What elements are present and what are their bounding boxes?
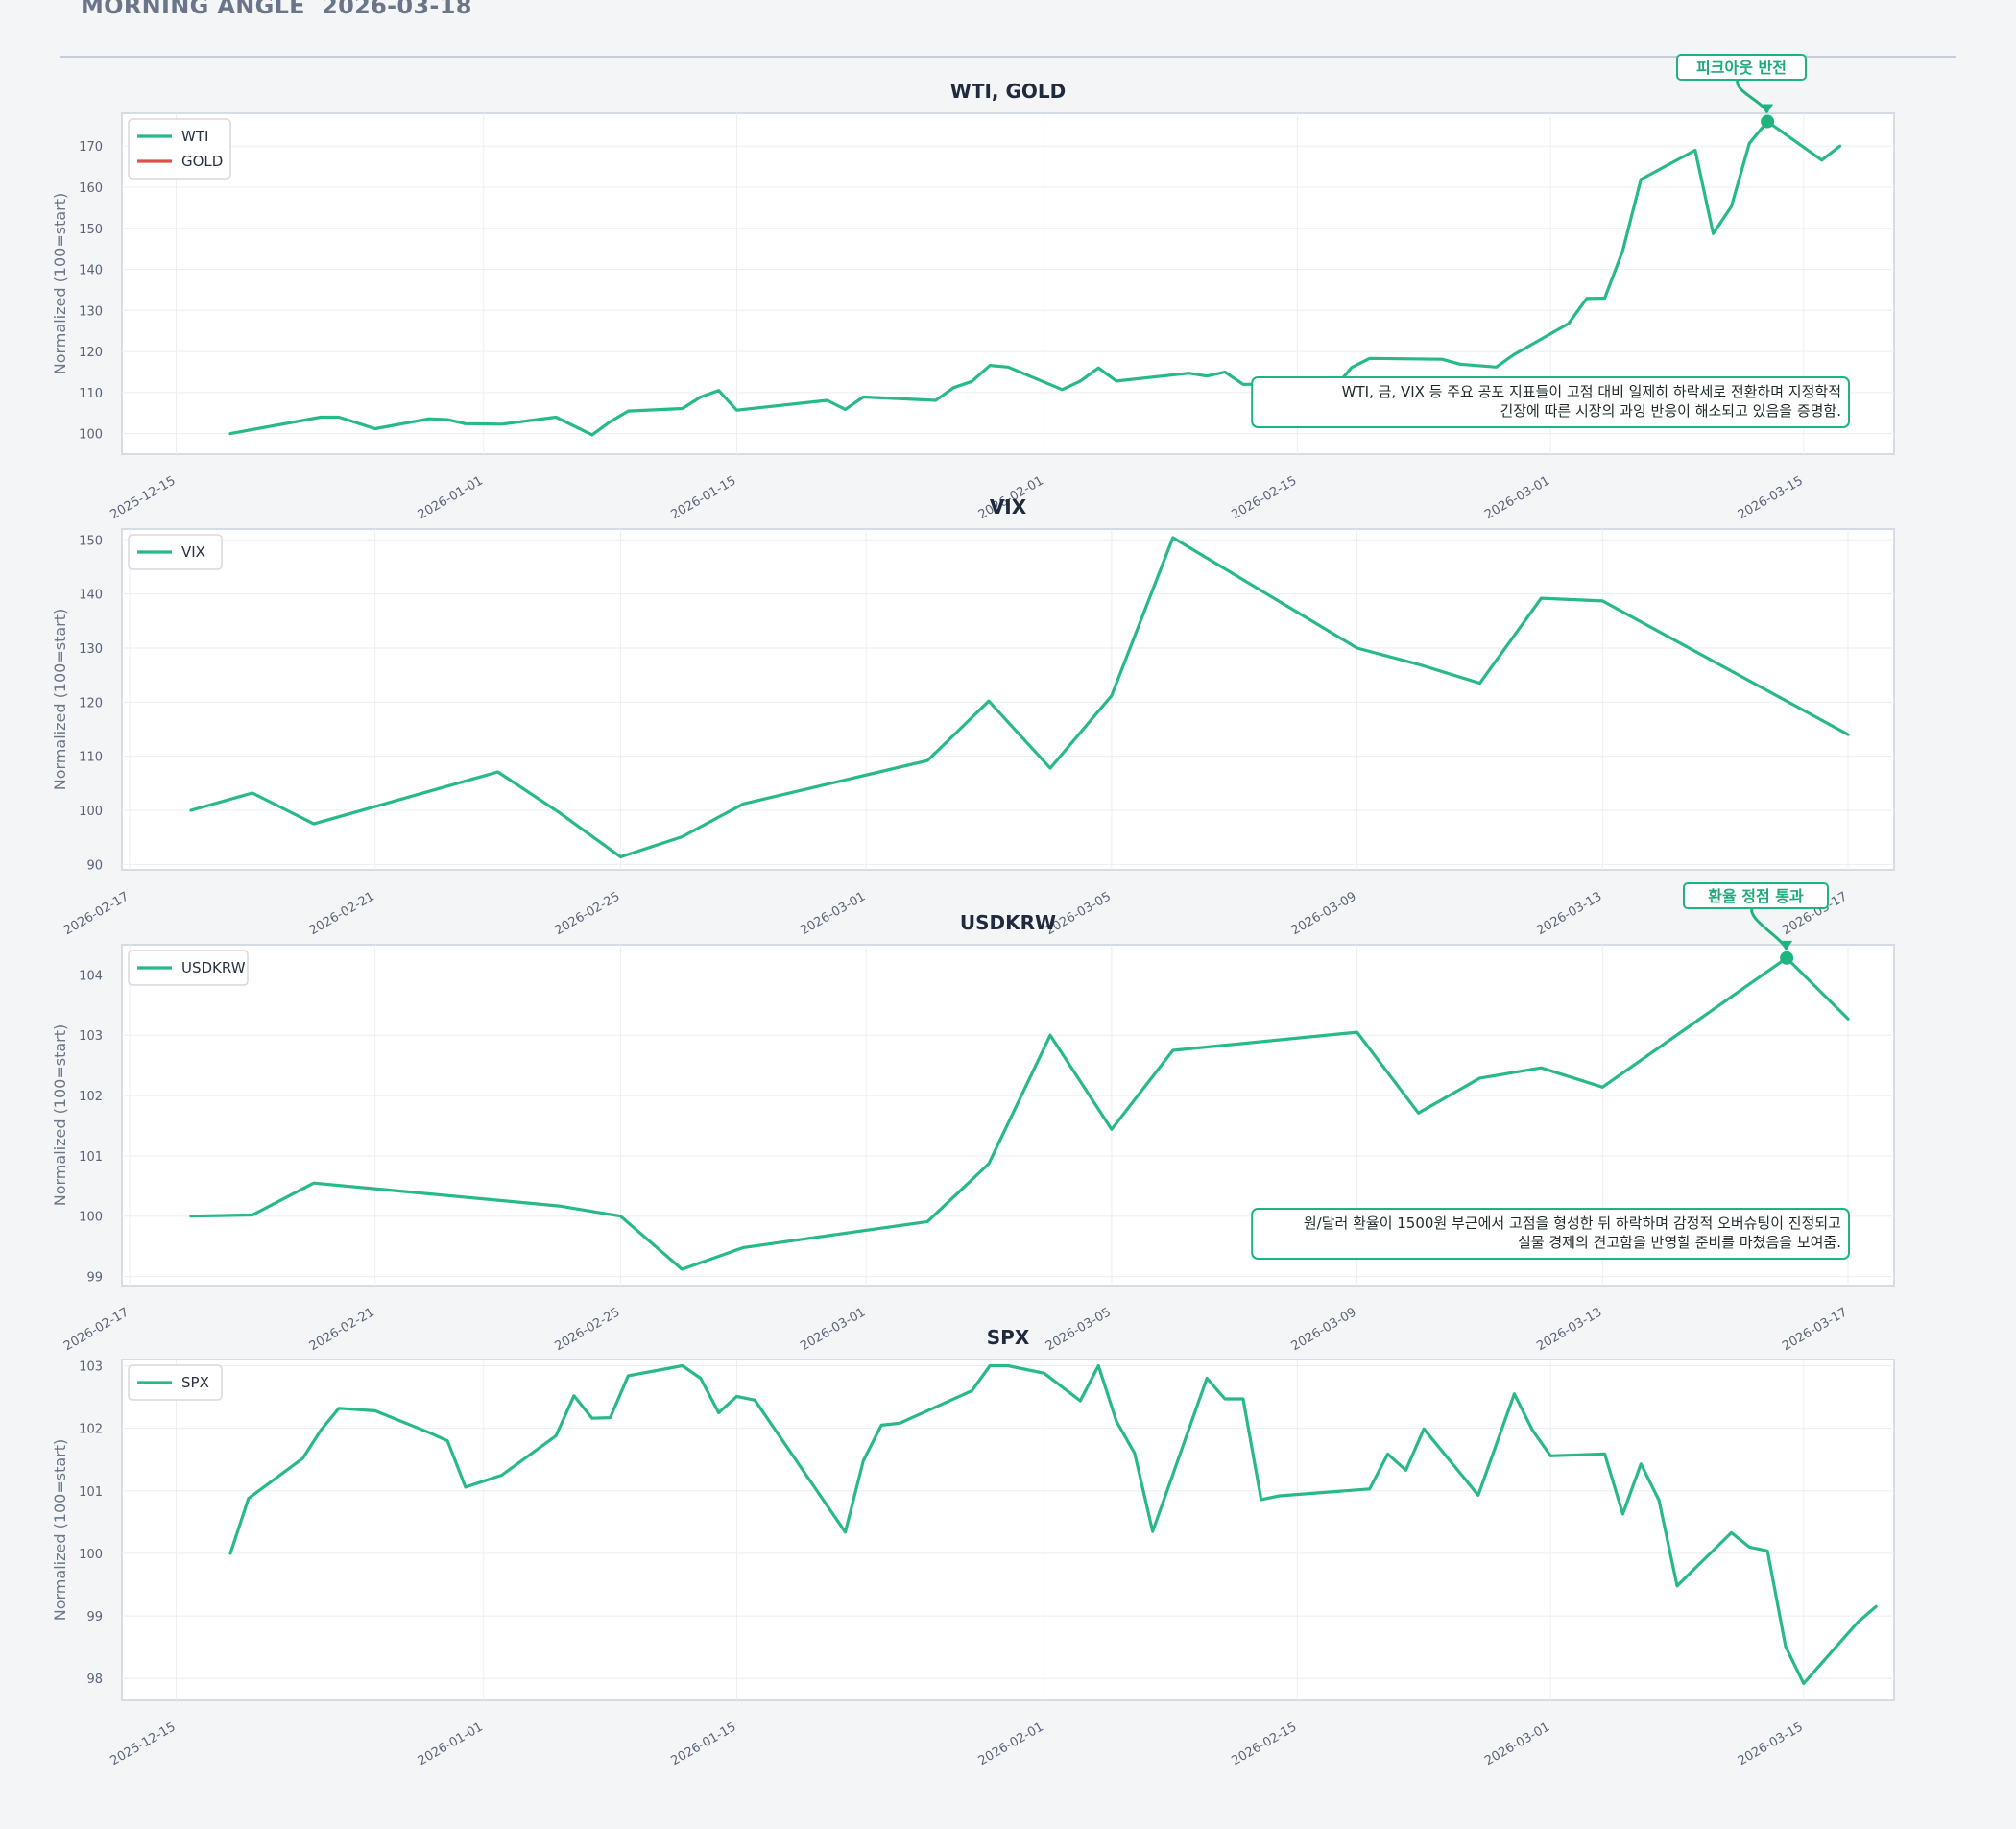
- peak-marker: [1761, 114, 1775, 129]
- x-tick-label: 2026-02-17: [61, 1305, 132, 1354]
- x-tick-label: 2026-03-15: [1736, 473, 1806, 522]
- legend-box: [128, 534, 223, 570]
- plot-area: [121, 528, 1895, 871]
- y-tick-label: 103: [79, 1360, 103, 1375]
- y-tick-label: 99: [86, 1271, 103, 1286]
- y-tick-label: 110: [79, 751, 103, 765]
- y-tick-label: 101: [79, 1485, 103, 1500]
- x-tick-label: 2026-02-21: [307, 1305, 377, 1354]
- peak-label-box: [1683, 882, 1829, 909]
- series-line-wti: [228, 120, 1842, 437]
- peak-arrow: [1736, 79, 1769, 114]
- annotation-text: 긴장에 따른 시장의 과잉 반응이 해소되고 있음을 증명함.: [1500, 402, 1841, 420]
- x-tick-label: 2026-03-13: [1534, 889, 1604, 938]
- y-tick-label: 120: [79, 346, 103, 360]
- x-tick-label: 2026-03-09: [1289, 889, 1359, 938]
- chart-panel-2: 99 100 101 102 103 104 2026-02-17 2026-02-21 202…: [51, 882, 1895, 1354]
- y-tick-label: 100: [79, 1548, 103, 1562]
- legend-label: SPX: [181, 1374, 209, 1391]
- y-tick-label: 110: [79, 387, 103, 401]
- y-tick-label: 170: [79, 140, 103, 155]
- legend-box: [128, 950, 249, 986]
- y-tick-label: 140: [79, 589, 103, 603]
- peak-arrow-head: [1781, 940, 1793, 950]
- y-tick-label: 150: [79, 223, 103, 237]
- y-tick-label: 104: [79, 969, 103, 983]
- y-tick-label: 100: [79, 805, 103, 819]
- annotation-box: [1251, 1208, 1850, 1260]
- y-tick-label: 150: [79, 534, 103, 548]
- y-tick-label: 140: [79, 264, 103, 278]
- peak-label-box: [1676, 54, 1807, 81]
- y-tick-label: 102: [79, 1423, 103, 1437]
- x-tick-label: 2026-01-15: [669, 473, 739, 522]
- plot-area: [121, 1359, 1895, 1701]
- chart-panel-3: 98 99 100 101 102 103 2025-12-15 2026-01-01 2026…: [51, 1326, 1895, 1769]
- x-tick-label: 2026-03-17: [1780, 1305, 1850, 1354]
- x-tick-label: 2026-02-25: [552, 1305, 622, 1354]
- x-tick-label: 2026-03-09: [1289, 1305, 1359, 1354]
- annotation-text: 원/달러 환율이 1500원 부근에서 고점을 형성한 뒤 하락하며 감정적 오…: [1304, 1215, 1841, 1232]
- x-tick-label: 2026-03-13: [1534, 1305, 1604, 1354]
- x-tick-label: 2026-03-01: [798, 889, 868, 938]
- y-tick-label: 120: [79, 696, 103, 710]
- y-tick-label: 160: [79, 181, 103, 196]
- chart-panel-0: 100 110 120 130 140 150 160 170 2025-12-15 2026-0…: [51, 54, 1895, 522]
- y-tick-label: 130: [79, 642, 103, 657]
- peak-label: 환율 정점 통과: [1708, 887, 1804, 905]
- x-tick-label: 2026-02-15: [1229, 1720, 1299, 1769]
- peak-marker: [1780, 951, 1794, 965]
- x-tick-label: 2025-12-15: [108, 1720, 179, 1769]
- peak-arrow-head: [1762, 104, 1774, 113]
- x-tick-label: 2026-02-25: [552, 889, 622, 938]
- y-tick-label: 103: [79, 1029, 103, 1044]
- y-tick-label: 100: [79, 1211, 103, 1225]
- annotation-box: [1251, 376, 1850, 428]
- y-axis-label: Normalized (100=start): [51, 1024, 69, 1207]
- annotation-text: WTI, 금, VIX 등 주요 공포 지표들이 고점 대비 일제히 하락세로 …: [1342, 383, 1841, 400]
- x-tick-label: 2026-03-15: [1736, 1720, 1806, 1769]
- y-tick-label: 101: [79, 1150, 103, 1165]
- x-tick-label: 2026-01-01: [416, 1720, 486, 1769]
- header-divider: [60, 56, 1956, 58]
- page-title: MORNING ANGLE 2026-03-18: [81, 0, 472, 19]
- y-axis-label: Normalized (100=start): [51, 1439, 69, 1622]
- legend-label: WTI: [181, 128, 208, 145]
- y-axis-label: Normalized (100=start): [51, 193, 69, 375]
- x-tick-label: 2026-03-01: [1482, 473, 1552, 522]
- x-tick-label: 2025-12-15: [108, 473, 179, 522]
- x-tick-label: 2026-02-17: [61, 889, 132, 938]
- y-tick-label: 99: [86, 1610, 103, 1624]
- legend-label: VIX: [181, 543, 205, 561]
- y-tick-label: 98: [86, 1673, 103, 1687]
- series-line-vix: [189, 536, 1850, 859]
- legend-label: USDKRW: [181, 959, 246, 976]
- legend-box: [128, 1364, 223, 1401]
- x-tick-label: 2026-03-01: [798, 1305, 868, 1354]
- chart-title: USDKRW: [960, 911, 1056, 934]
- legend-label: GOLD: [181, 153, 223, 170]
- chart-title: VIX: [990, 495, 1027, 518]
- chart-panel-1: 90 100 110 120 130 140 150 2026-02-17 2026-02-21…: [51, 495, 1895, 938]
- chart-title: WTI, GOLD: [950, 80, 1066, 103]
- x-tick-label: 2026-03-05: [1044, 1305, 1114, 1354]
- annotation-text: 실물 경제의 견고함을 반영할 준비를 마쳤음을 보여줌.: [1518, 1234, 1841, 1251]
- y-axis-label: Normalized (100=start): [51, 609, 69, 791]
- series-line-spx: [228, 1363, 1878, 1685]
- y-tick-label: 130: [79, 304, 103, 319]
- series-line-usdkrw: [189, 956, 1850, 1271]
- legend-box: [128, 118, 231, 180]
- peak-label: 피크아웃 반전: [1696, 59, 1787, 77]
- x-tick-label: 2026-02-15: [1229, 473, 1299, 522]
- x-tick-label: 2026-01-01: [416, 473, 486, 522]
- y-tick-label: 90: [86, 858, 103, 873]
- x-tick-label: 2026-02-21: [307, 889, 377, 938]
- y-tick-label: 100: [79, 428, 103, 443]
- chart-title: SPX: [987, 1326, 1030, 1349]
- x-tick-label: 2026-01-15: [669, 1720, 739, 1769]
- x-tick-label: 2026-02-01: [976, 1720, 1046, 1769]
- y-tick-label: 102: [79, 1090, 103, 1104]
- x-tick-label: 2026-03-01: [1482, 1720, 1552, 1769]
